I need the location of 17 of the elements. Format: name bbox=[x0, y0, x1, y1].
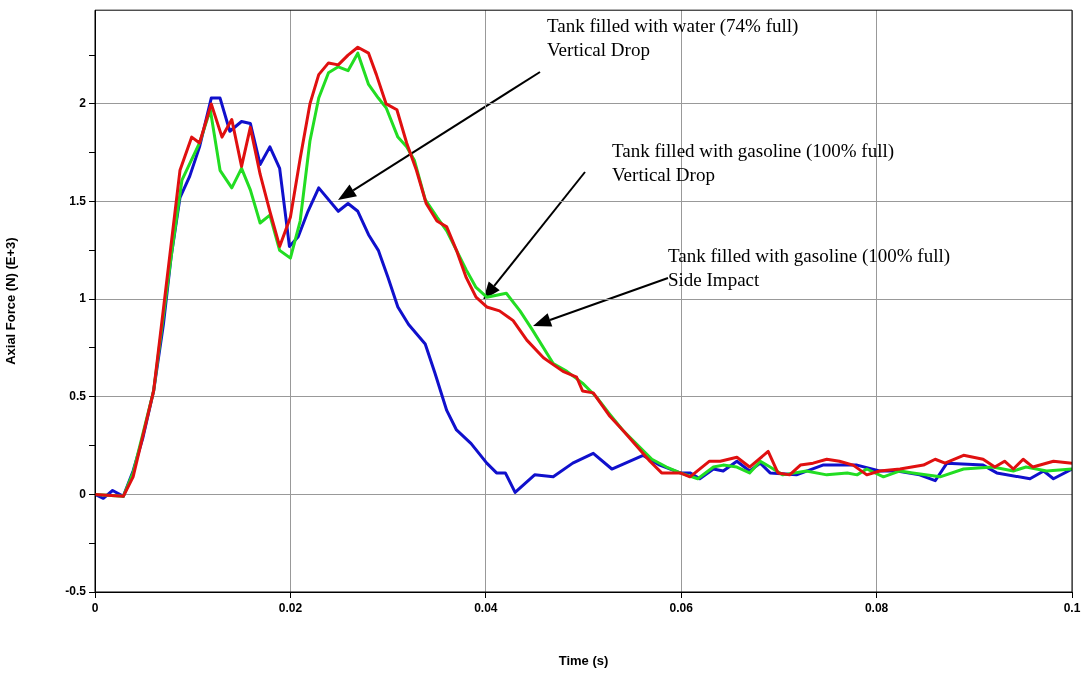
y-tick-label: 0.5 bbox=[69, 389, 87, 404]
x-tick-label: 0.06 bbox=[669, 600, 694, 615]
annotation: Tank filled with gasoline (100% full) Vertical Drop bbox=[612, 139, 895, 187]
annotation: Tank filled with water (74% full) Vertical Drop bbox=[547, 14, 799, 62]
y-tick-label: -0.5 bbox=[65, 584, 87, 599]
y-tick-label: 0 bbox=[79, 486, 87, 501]
x-tick-label: 0.08 bbox=[864, 600, 889, 615]
x-tick-label: 0.02 bbox=[278, 600, 303, 615]
x-axis-title: Time (s) bbox=[558, 652, 609, 668]
y-tick-label: 2 bbox=[79, 96, 87, 111]
x-tick-label: 0.04 bbox=[474, 600, 498, 615]
y-tick-label: 1.5 bbox=[69, 193, 87, 208]
y-tick-label: 1 bbox=[79, 291, 87, 306]
x-tick-label: 0.1 bbox=[1063, 600, 1081, 615]
x-tick-label: 0 bbox=[91, 600, 99, 615]
y-axis-title: Axial Force (N) (E+3) bbox=[3, 237, 19, 365]
annotation: Tank filled with gasoline (100% full) Side Impact bbox=[668, 244, 951, 292]
